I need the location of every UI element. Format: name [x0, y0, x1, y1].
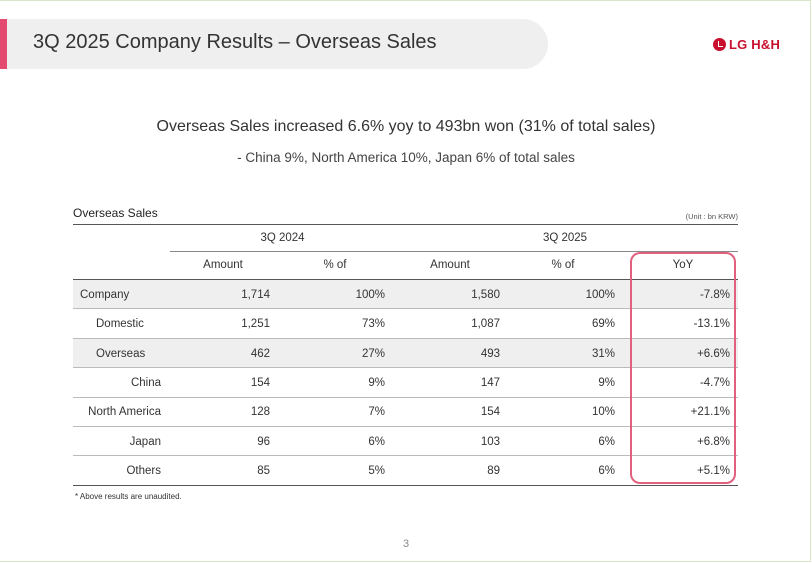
title-bar: [0, 19, 548, 69]
cell-pct-2025: 100%: [585, 288, 615, 301]
cell-amount-2025: 1,087: [471, 318, 500, 331]
row-label: Domestic: [96, 318, 144, 331]
title-accent: [0, 19, 7, 69]
cell-yoy: -7.8%: [699, 288, 730, 301]
unit-note: (Unit : bn KRW): [685, 212, 738, 221]
group-header-3q2025: 3Q 2025: [542, 232, 588, 244]
cell-yoy: +6.8%: [697, 435, 730, 448]
row-divider: [73, 308, 738, 310]
row-shade: [73, 280, 738, 309]
cell-pct-2024: 5%: [368, 465, 385, 478]
cell-pct-2025: 6%: [598, 465, 615, 478]
row-divider: [73, 396, 738, 398]
row-label: North America: [88, 406, 161, 419]
group-header-3q2024: 3Q 2024: [260, 232, 305, 244]
cell-amount-2025: 89: [487, 465, 500, 478]
page-number: 3: [402, 538, 410, 550]
cell-amount-2025: 147: [480, 376, 500, 389]
cell-pct-2024: 6%: [368, 435, 385, 448]
cell-amount-2025: 1,580: [471, 288, 500, 301]
row-label: Company: [80, 288, 130, 301]
row-label: Others: [126, 465, 161, 478]
subheader-amount-2025: Amount: [430, 259, 470, 271]
slide-title: 3Q 2025 Company Results – Overseas Sales: [33, 31, 437, 53]
row-label: Overseas: [96, 347, 146, 360]
table-title: Overseas Sales: [73, 206, 158, 220]
cell-yoy: +21.1%: [690, 406, 730, 419]
row-label: Japan: [129, 435, 161, 448]
cell-pct-2025: 31%: [591, 347, 615, 360]
row-divider: [73, 426, 738, 427]
logo-text: LG H&H: [729, 36, 781, 52]
lg-logo-icon: [713, 37, 726, 51]
subheadline: - China 9%, North America 10%, Japan 6% …: [237, 150, 575, 165]
cell-amount-2025: 154: [480, 406, 500, 419]
cell-pct-2024: 9%: [368, 376, 385, 389]
cell-amount-2024: 1,251: [241, 318, 270, 331]
header-bottom-line: [73, 279, 738, 280]
cell-pct-2024: 27%: [361, 347, 385, 360]
cell-pct-2024: 73%: [361, 318, 385, 331]
cell-yoy: +5.1%: [697, 465, 730, 478]
group-header-line: [170, 251, 738, 252]
table-top-line: [73, 224, 738, 225]
cell-pct-2024: 7%: [368, 406, 385, 419]
subheader-pct-2025: % of: [551, 259, 575, 271]
cell-pct-2025: 10%: [591, 406, 615, 419]
cell-yoy: +6.6%: [697, 347, 730, 360]
row-divider: [73, 337, 738, 339]
cell-amount-2024: 1,714: [241, 288, 270, 301]
cell-amount-2024: 154: [250, 376, 270, 389]
headline: Overseas Sales increased 6.6% yoy to 493…: [156, 118, 656, 135]
subheader-amount-2024: Amount: [203, 259, 243, 271]
cell-amount-2024: 128: [250, 406, 270, 419]
cell-amount-2024: 462: [250, 347, 270, 360]
row-shade: [73, 338, 738, 368]
cell-pct-2025: 69%: [591, 318, 615, 331]
company-logo: LG H&H: [713, 35, 780, 53]
row-label: China: [130, 376, 161, 389]
subheader-yoy: YoY: [672, 259, 694, 271]
cell-pct-2025: 9%: [598, 376, 615, 389]
cell-pct-2025: 6%: [598, 435, 615, 448]
footnote: * Above results are unaudited.: [75, 492, 182, 501]
cell-amount-2024: 96: [257, 435, 270, 448]
cell-yoy: -4.7%: [699, 376, 730, 389]
yoy-highlight-box: [630, 252, 736, 484]
cell-amount-2025: 103: [480, 435, 500, 448]
row-divider: [73, 455, 738, 457]
cell-yoy: -13.1%: [693, 318, 730, 331]
cell-amount-2024: 85: [257, 465, 270, 478]
table-bottom-line: [73, 484, 738, 486]
cell-amount-2025: 493: [480, 347, 500, 360]
subheader-pct-2024: % of: [323, 259, 347, 271]
cell-pct-2024: 100%: [355, 288, 385, 301]
row-divider: [73, 367, 738, 369]
